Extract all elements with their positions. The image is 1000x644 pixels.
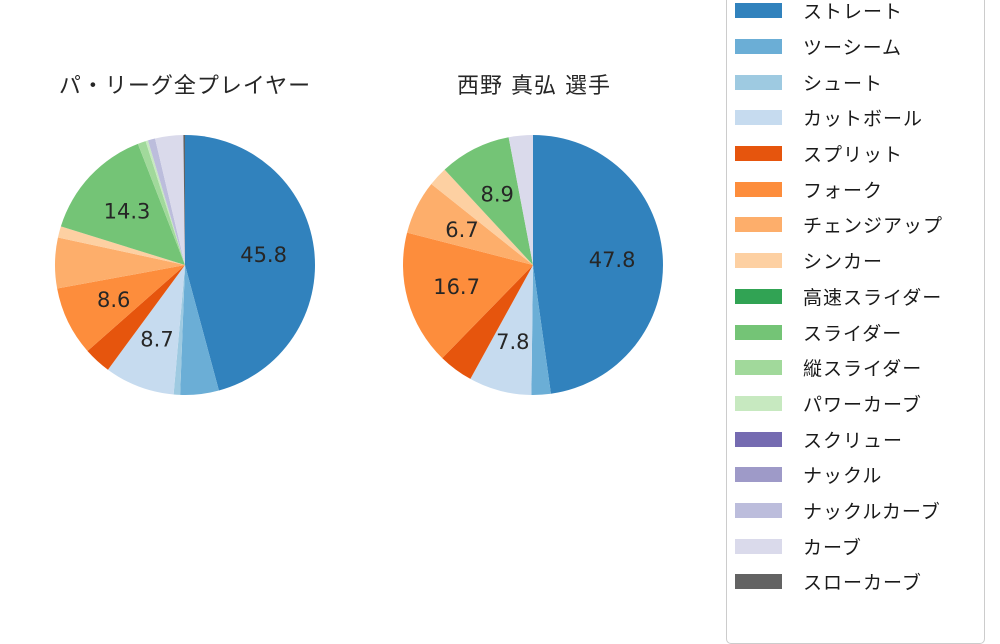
legend-item-label: カーブ: [803, 536, 862, 559]
legend-item: パワーカーブ: [735, 386, 984, 422]
pie-value-label: 45.8: [240, 243, 287, 267]
pie-value-label: 8.9: [480, 183, 513, 207]
pie-slice-ツーシーム: [531, 265, 551, 396]
legend-item-label: シュート: [803, 72, 884, 95]
right-pie-title: 西野 真弘 選手: [457, 74, 611, 99]
pie-slice-スプリット: [442, 265, 533, 379]
legend-item: 高速スライダー: [735, 279, 984, 315]
legend-swatch-icon: [735, 74, 782, 90]
legend-item-label: ナックルカーブ: [803, 500, 941, 523]
legend-swatch-icon: [735, 146, 782, 162]
pie-slice-スプリット: [87, 265, 185, 370]
legend-item-label: ツーシーム: [803, 37, 903, 60]
pie-slice-チェンジアップ: [55, 237, 185, 289]
pie-slice-スライダー: [60, 143, 186, 265]
legend-swatch-icon: [735, 431, 782, 447]
legend-item: スライダー: [735, 314, 984, 350]
legend-swatch-icon: [735, 502, 782, 518]
legend-swatch-icon: [735, 538, 782, 554]
pie-slice-パワーカーブ: [145, 140, 185, 265]
legend-item-label: 縦スライダー: [803, 358, 923, 381]
legend-swatch-icon: [735, 288, 782, 304]
legend: ストレートツーシームシュートカットボール スプリットフォークチェンジアップ シンカー…: [726, 0, 985, 644]
legend-item-label: スライダー: [803, 322, 903, 345]
legend-item: 縦スライダー: [735, 350, 984, 386]
legend-item: シンカー: [735, 243, 984, 279]
legend-item-label: 高速スライダー: [803, 286, 943, 309]
legend-item-label: スクリュー: [803, 429, 904, 452]
pie-slice-縦スライダー: [137, 141, 185, 265]
legend-swatch-icon: [735, 110, 782, 126]
pie-slice-シュート: [173, 265, 185, 395]
pie-slice-フォーク: [402, 232, 533, 359]
pie-value-label: 8.6: [97, 288, 130, 312]
pie-slice-チェンジアップ: [407, 184, 533, 265]
legend-swatch-icon: [735, 574, 782, 590]
legend-swatch-icon: [735, 324, 782, 340]
legend-item-label: ストレート: [803, 1, 904, 24]
legend-item: ツーシーム: [735, 29, 984, 65]
legend-item-label: フォーク: [803, 179, 884, 202]
legend-item: シュート: [735, 64, 984, 100]
pie-slice-ナックルカーブ: [147, 138, 185, 265]
legend-swatch-icon: [735, 467, 782, 483]
legend-item: スローカーブ: [735, 564, 984, 600]
pie-value-label: 7.8: [496, 330, 529, 354]
pie-slice-ストレート: [533, 135, 663, 394]
legend-item-label: カットボール: [803, 108, 924, 131]
pie-slice-スローカーブ: [183, 135, 185, 265]
pie-slice-フォーク: [57, 265, 185, 351]
legend-item: フォーク: [735, 171, 984, 207]
pie-slice-カットボール: [107, 265, 185, 395]
legend-item-label: ナックル: [803, 465, 883, 488]
legend-item-label: スローカーブ: [803, 572, 922, 595]
legend-item: スプリット: [735, 136, 984, 172]
figure-canvas: パ・リーグ全プレイヤー 西野 真弘 選手 45.8 8.7 8.6 14.3 47.8…: [55, 0, 985, 644]
pie-value-label: 14.3: [104, 199, 151, 223]
pie-value-label: 16.7: [433, 275, 480, 299]
pie-slice-シンカー: [57, 226, 185, 265]
legend-swatch-icon: [735, 253, 782, 269]
legend-swatch-icon: [735, 395, 782, 411]
legend-item: チェンジアップ: [735, 207, 984, 243]
legend-item-label: パワーカーブ: [803, 393, 922, 416]
pie-slice-ツーシーム: [180, 265, 219, 396]
legend-swatch-icon: [735, 39, 782, 55]
legend-item-label: スプリット: [803, 144, 904, 167]
left-pie-title: パ・リーグ全プレイヤー: [58, 74, 312, 99]
left-pie-chart: 45.8 8.7 8.6 14.3: [55, 135, 316, 396]
legend-item: カットボール: [735, 100, 984, 136]
legend-swatch-icon: [735, 181, 782, 197]
pie-slice-カットボール: [470, 265, 533, 395]
right-pie-chart: 47.8 7.8 16.7 6.78.9: [402, 135, 663, 396]
pie-value-label: 8.7: [140, 328, 173, 352]
legend-item: ストレート: [735, 0, 984, 29]
pie-slice-カーブ: [155, 135, 185, 265]
pie-value-label: 47.8: [589, 248, 636, 272]
pie-slice-ストレート: [185, 135, 316, 391]
legend-item-label: シンカー: [803, 251, 884, 274]
legend-item-label: チェンジアップ: [803, 215, 944, 238]
legend-item: ナックル: [735, 457, 984, 493]
pie-slice-シンカー: [431, 169, 533, 265]
legend-swatch-icon: [735, 360, 782, 376]
legend-swatch-icon: [735, 217, 782, 233]
legend-item: スクリュー: [735, 421, 984, 457]
legend-item: ナックルカーブ: [735, 493, 984, 529]
legend-item: カーブ: [735, 528, 984, 564]
pie-value-label: 6.7: [445, 218, 478, 242]
pie-slice-カーブ: [508, 135, 533, 265]
pie-slice-スライダー: [444, 137, 533, 265]
legend-swatch-icon: [735, 3, 782, 19]
